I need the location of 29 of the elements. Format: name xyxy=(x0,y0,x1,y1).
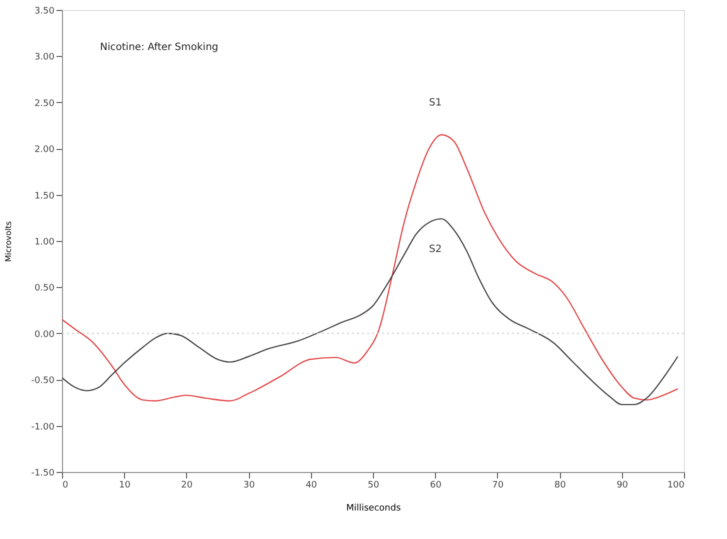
y-tick-label: 2.00 xyxy=(34,145,55,156)
x-axis-title: Milliseconds xyxy=(346,504,402,514)
x-tick-label: 30 xyxy=(243,480,256,490)
y-tick-label: 3.00 xyxy=(34,52,55,63)
x-tick-label: 60 xyxy=(430,480,442,490)
x-tick-label: 40 xyxy=(306,480,318,490)
y-tick-label: 3.50 xyxy=(34,6,55,16)
x-tick-label: 90 xyxy=(616,480,628,490)
text: Nicotine: After Smoking xyxy=(100,42,218,53)
x-tick-label: 0 xyxy=(62,480,68,490)
y-tick-label: 2.50 xyxy=(34,98,55,109)
x-tick-label: 100 xyxy=(667,480,685,490)
x-tick-label: 70 xyxy=(492,480,504,490)
x-tick-label: 80 xyxy=(554,480,566,490)
y-axis-title: Microvolts xyxy=(4,221,14,262)
y-tick-label: -0.50 xyxy=(31,376,55,386)
line-series xyxy=(62,134,678,402)
y-tick-label: 0.50 xyxy=(34,284,55,294)
x-tick-label: 20 xyxy=(181,480,193,490)
y-tick-label: 0.00 xyxy=(34,330,55,340)
text: S1 xyxy=(429,98,442,109)
y-tick-label: 1.50 xyxy=(34,191,55,202)
x-tick-label: 50 xyxy=(368,480,380,490)
x-tick-label: 10 xyxy=(118,480,131,490)
y-tick-label: -1.00 xyxy=(31,422,55,432)
series-label: S2 xyxy=(429,244,442,255)
line-series xyxy=(62,218,678,406)
y-tick-label: 1.00 xyxy=(34,238,55,248)
y-tick-label: -1.50 xyxy=(31,468,55,478)
